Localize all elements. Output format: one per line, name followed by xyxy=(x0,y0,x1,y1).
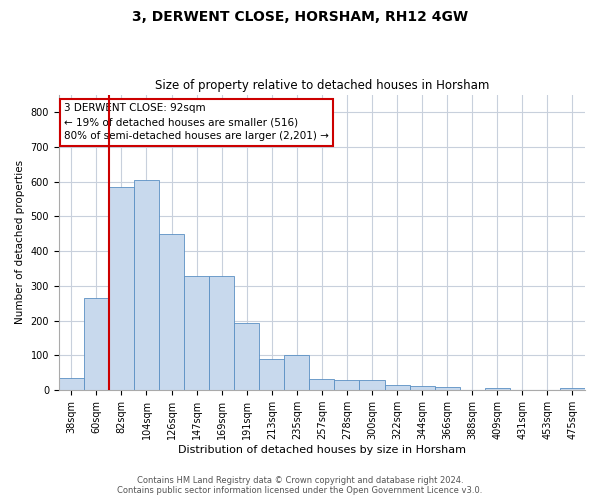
Bar xyxy=(434,386,460,390)
Bar xyxy=(184,276,209,390)
Bar xyxy=(109,186,134,390)
Bar xyxy=(84,298,109,390)
Text: 3, DERWENT CLOSE, HORSHAM, RH12 4GW: 3, DERWENT CLOSE, HORSHAM, RH12 4GW xyxy=(132,10,468,24)
Bar xyxy=(334,380,359,390)
Bar xyxy=(259,359,284,390)
Bar xyxy=(310,378,334,390)
Bar xyxy=(234,323,259,390)
Bar xyxy=(359,380,385,390)
Bar xyxy=(485,388,510,390)
Bar xyxy=(560,388,585,390)
Title: Size of property relative to detached houses in Horsham: Size of property relative to detached ho… xyxy=(155,79,489,92)
X-axis label: Distribution of detached houses by size in Horsham: Distribution of detached houses by size … xyxy=(178,445,466,455)
Y-axis label: Number of detached properties: Number of detached properties xyxy=(15,160,25,324)
Bar xyxy=(59,378,84,390)
Text: Contains HM Land Registry data © Crown copyright and database right 2024.
Contai: Contains HM Land Registry data © Crown c… xyxy=(118,476,482,495)
Bar xyxy=(134,180,159,390)
Text: 3 DERWENT CLOSE: 92sqm
← 19% of detached houses are smaller (516)
80% of semi-de: 3 DERWENT CLOSE: 92sqm ← 19% of detached… xyxy=(64,104,329,142)
Bar xyxy=(385,385,410,390)
Bar xyxy=(209,276,234,390)
Bar xyxy=(410,386,434,390)
Bar xyxy=(159,234,184,390)
Bar xyxy=(284,356,310,390)
